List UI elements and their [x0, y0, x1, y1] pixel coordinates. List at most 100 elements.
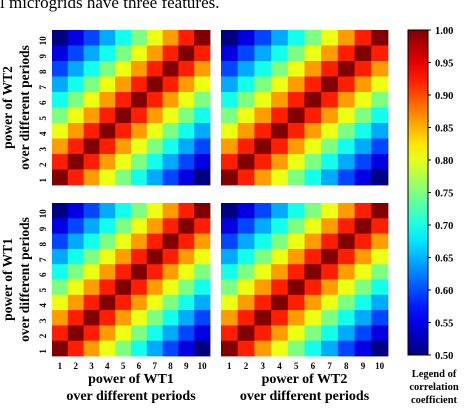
heatmap-cell: [52, 107, 69, 124]
heatmap-cell: [178, 294, 195, 311]
heatmap-cell: [237, 107, 255, 124]
x-axis-label: power of WT2: [262, 372, 348, 387]
x-tick-label: 9: [361, 361, 366, 371]
heatmap-cell: [237, 203, 255, 219]
heatmap-cell: [83, 45, 100, 62]
heatmap-cell: [271, 169, 289, 186]
heatmap-cell: [115, 218, 132, 234]
heatmap-cell: [146, 169, 163, 186]
heatmap-cell: [354, 294, 372, 311]
heatmap-cell: [237, 61, 255, 77]
x-tick-label: 9: [184, 361, 189, 371]
heatmap-cell: [99, 154, 116, 170]
heatmap-cell: [99, 123, 116, 139]
heatmap-cell: [99, 248, 116, 265]
heatmap-cell: [371, 123, 389, 139]
heatmap-cell: [178, 123, 195, 139]
heatmap-cell: [304, 233, 322, 250]
heatmap-cell: [271, 76, 289, 93]
heatmap-cell: [67, 340, 84, 357]
heatmap-cell: [254, 203, 272, 219]
heatmap-cell: [146, 233, 163, 250]
heatmap-cell: [287, 138, 305, 155]
heatmap-cell: [83, 61, 100, 77]
heatmap-cell: [67, 169, 84, 186]
heatmap-cell: [99, 310, 116, 326]
heatmap-cell: [115, 203, 132, 219]
heatmap-cell: [354, 61, 372, 77]
heatmap-cell: [337, 218, 355, 234]
colorbar-gradient: [407, 29, 429, 356]
heatmap-cell: [115, 248, 132, 265]
heatmap-cell: [52, 154, 69, 170]
heatmap-cell: [221, 92, 239, 108]
heatmap-cell: [237, 279, 255, 296]
x-tick-label: 10: [375, 361, 385, 371]
heatmap-cell: [67, 248, 84, 265]
heatmap-cell: [178, 169, 195, 186]
heatmap-cell: [131, 169, 148, 186]
heatmap-cell: [254, 233, 272, 250]
colorbar-tick-label: 0.90: [435, 91, 453, 102]
heatmap-cell: [371, 294, 389, 311]
heatmap-cell: [321, 340, 339, 357]
heatmap-cell: [271, 264, 289, 280]
heatmap-cell: [354, 169, 372, 186]
heatmap-cell: [237, 218, 255, 234]
heatmap-cell: [146, 340, 163, 357]
heatmap-cell: [99, 169, 116, 186]
heatmap-cell: [254, 248, 272, 265]
heatmap-cell: [162, 92, 179, 108]
heatmap-cell: [337, 340, 355, 357]
heatmap-cell: [146, 218, 163, 234]
colorbar-tick-label: 1.00: [435, 26, 453, 37]
heatmap-cell: [194, 30, 211, 46]
heatmap-cell: [83, 233, 100, 250]
heatmap-cell: [52, 92, 69, 108]
heatmap-cell: [271, 107, 289, 124]
heatmap-cell: [321, 76, 339, 93]
heatmap-cell: [271, 123, 289, 139]
colorbar-title: Legend of: [412, 369, 457, 380]
heatmap-cell: [371, 264, 389, 280]
heatmap-cell: [287, 169, 305, 186]
heatmap-cell: [162, 233, 179, 250]
heatmap-cell: [271, 248, 289, 265]
heatmap-cell: [178, 76, 195, 93]
heatmap-cell: [194, 340, 211, 357]
heatmap-cell: [321, 264, 339, 280]
heatmap-cell: [304, 340, 322, 357]
y-tick-label: 1: [38, 349, 48, 354]
heatmap-cell: [131, 123, 148, 139]
heatmap-cell: [271, 61, 289, 77]
heatmap-cell: [178, 154, 195, 170]
heatmap-cell: [115, 76, 132, 93]
heatmap-cell: [321, 203, 339, 219]
heatmap-cell: [354, 340, 372, 357]
colorbar-tick-label: 0.55: [435, 319, 453, 330]
heatmap-cell: [221, 310, 239, 326]
heatmap-cell: [354, 30, 372, 46]
heatmap-cell: [83, 248, 100, 265]
heatmap-cell: [67, 310, 84, 326]
heatmap-cell: [304, 218, 322, 234]
heatmap-cell: [99, 107, 116, 124]
colorbar-title: correlation: [409, 382, 459, 393]
heatmap-cell: [354, 92, 372, 108]
heatmap-cell: [52, 233, 69, 250]
heatmap-cell: [221, 264, 239, 280]
heatmap-cell: [99, 203, 116, 219]
heatmap-cell: [321, 233, 339, 250]
heatmap-cell: [131, 203, 148, 219]
heatmap-cell: [321, 169, 339, 186]
y-tick-label: 8: [38, 69, 48, 74]
heatmap-cell: [67, 279, 84, 296]
heatmap-cell: [271, 294, 289, 311]
heatmap-cell: [221, 76, 239, 93]
heatmap-cell: [237, 294, 255, 311]
heatmap-cell: [52, 169, 69, 186]
x-axis-label: power of WT1: [88, 372, 174, 387]
heatmap-cell: [337, 203, 355, 219]
x-tick-label: 3: [89, 361, 94, 371]
heatmap-cell: [254, 61, 272, 77]
